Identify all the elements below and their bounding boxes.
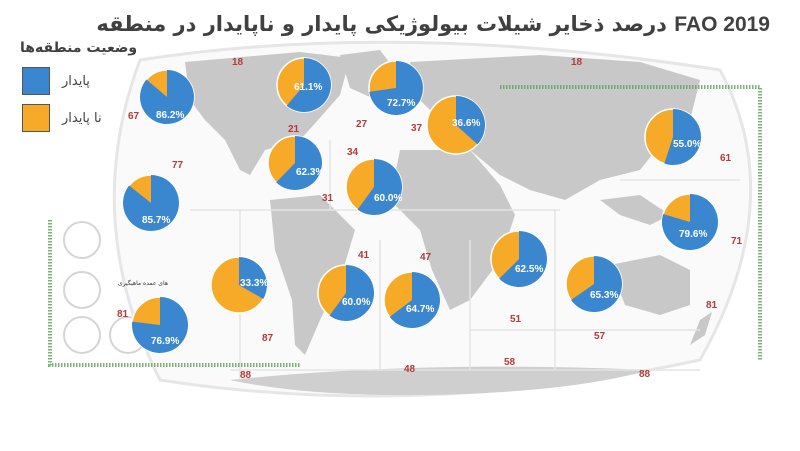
fishing-area-code: 41 <box>358 250 370 261</box>
australia-landmass <box>610 255 690 315</box>
dotted-border <box>48 85 762 367</box>
pie-chart <box>426 95 486 155</box>
pie-sustainable-slice <box>139 70 194 125</box>
pie-percent-label: 60.0% <box>374 193 403 204</box>
fishing-area-code: 48 <box>404 364 416 375</box>
pie-sustainable-slice <box>276 136 322 190</box>
pie-sustainable-slice <box>456 96 485 145</box>
pie-chart <box>267 135 323 191</box>
africa-landmass <box>390 150 515 310</box>
pie-percent-label: 33.3% <box>240 278 269 289</box>
unsustainable-swatch <box>22 104 50 132</box>
title-source: FAO 2019 <box>674 13 770 36</box>
fishing-area-code: 18 <box>232 57 244 68</box>
legend-item-unsustainable: نا پایدار <box>22 101 142 135</box>
pie-percent-label: 72.7% <box>387 98 416 109</box>
pie-percent-label: 64.7% <box>406 304 435 315</box>
emblem-caption: های عمده ماهیگیری <box>118 280 168 287</box>
fishing-area-code: 61 <box>720 153 732 164</box>
sea-islands-landmass <box>600 195 670 225</box>
pie-chart <box>368 60 424 116</box>
pie-chart <box>276 57 332 113</box>
pie-chart <box>565 255 623 313</box>
pie-sustainable-slice <box>664 109 701 165</box>
legend-label-sustainable: پایدار <box>62 73 90 89</box>
pie-chart <box>383 271 441 329</box>
pie-sustainable-slice <box>239 257 267 299</box>
pie-chart <box>139 69 195 125</box>
fishing-area-code: 21 <box>288 124 300 135</box>
pie-sustainable-slice <box>571 256 622 312</box>
pie-chart <box>122 174 180 232</box>
fishing-area-code: 47 <box>420 252 432 263</box>
fishing-area-code: 67 <box>128 111 140 122</box>
pie-percent-label: 62.5% <box>515 264 544 275</box>
pie-percent-label: 61.1% <box>294 82 323 93</box>
fishing-area-code: 77 <box>172 160 184 171</box>
pie-percent-label: 86.2% <box>156 110 185 121</box>
pie-chart <box>490 230 548 288</box>
fishing-area-code: 37 <box>411 123 423 134</box>
pie-percent-label: 36.6% <box>452 118 481 129</box>
pie-percent-label: 76.9% <box>151 336 180 347</box>
pie-sustainable-slice <box>499 230 548 287</box>
fishing-area-code: 88 <box>639 369 651 380</box>
legend-title: وضعیت منطقه‌ها <box>20 40 138 56</box>
pie-chart <box>131 296 189 354</box>
page-title: FAO 2019 درصد ذخایر شیلات بیولوژیکی پاید… <box>96 12 770 37</box>
new-zealand-landmass <box>690 312 712 345</box>
pie-sustainable-slice <box>662 194 719 251</box>
fishing-area-code: 81 <box>117 309 129 320</box>
pie-percent-label: 79.6% <box>679 229 708 240</box>
pie-percent-label: 60.0% <box>342 297 371 308</box>
fishing-area-code: 34 <box>347 147 359 158</box>
pie-chart <box>317 264 375 322</box>
legend-label-unsustainable: نا پایدار <box>62 110 102 126</box>
pie-sustainable-slice <box>369 61 423 115</box>
pie-chart <box>210 256 268 314</box>
pie-sustainable-slice <box>286 58 331 112</box>
fishing-area-code: 51 <box>510 314 522 325</box>
fishing-area-code: 58 <box>504 357 516 368</box>
fishing-area-code: 71 <box>731 236 743 247</box>
fishing-area-code: 31 <box>322 193 334 204</box>
antarctica-landmass <box>230 366 650 395</box>
pie-charts <box>122 57 719 354</box>
pie-chart <box>644 108 702 166</box>
pie-percent-label: 85.7% <box>142 215 171 226</box>
sustainable-swatch <box>22 67 50 95</box>
fishing-area-code: 57 <box>594 331 606 342</box>
fishing-area-code: 88 <box>240 370 252 381</box>
eurasia-landmass <box>410 55 700 200</box>
legend-item-sustainable: پایدار <box>22 64 142 98</box>
pie-percent-label: 62.3% <box>296 167 325 178</box>
pie-percent-label: 55.0% <box>673 139 702 150</box>
pie-sustainable-slice <box>329 265 375 321</box>
pie-sustainable-slice <box>131 297 189 354</box>
pie-sustainable-slice <box>357 159 403 216</box>
pie-chart <box>345 158 403 216</box>
south-america-landmass <box>270 195 355 355</box>
fishing-area-code: 27 <box>356 119 368 130</box>
pie-chart <box>661 193 719 251</box>
pie-percent-label: 65.3% <box>590 290 619 301</box>
pie-sustainable-slice <box>123 175 179 232</box>
title-text: درصد ذخایر شیلات بیولوژیکی پایدار و ناپا… <box>96 12 667 36</box>
pie-sustainable-slice <box>389 272 440 328</box>
fishing-area-code: 18 <box>571 57 583 68</box>
fishing-area-code: 87 <box>262 333 274 344</box>
fishing-area-code: 81 <box>706 300 718 311</box>
